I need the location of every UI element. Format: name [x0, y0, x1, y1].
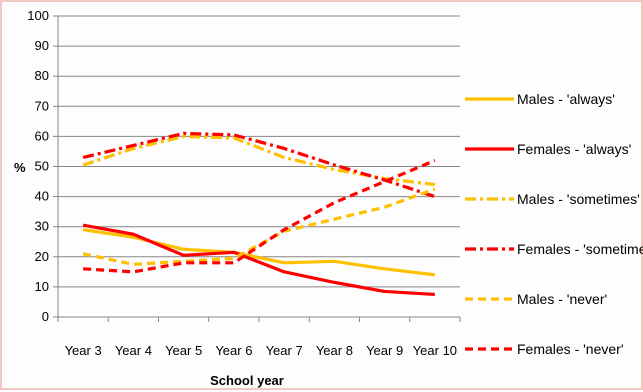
legend: Males - 'always' Females - 'always' Males …	[465, 91, 643, 357]
series-line-3	[82, 131, 436, 199]
series-line-1	[82, 223, 435, 297]
series-line-5	[83, 159, 436, 274]
y-tick-label: 90	[35, 38, 49, 53]
x-tick-label: Year 5	[165, 343, 202, 358]
y-tick-labels: 0 10 20 30 40 50 60 70 80 90 100	[27, 8, 49, 324]
series-lines	[82, 131, 436, 297]
x-tick-label: Year 9	[366, 343, 403, 358]
legend-label-1: Females - 'always'	[517, 141, 631, 157]
y-axis-label: %	[14, 160, 26, 175]
x-tick-labels: Year 3 Year 4 Year 5 Year 6 Year 7 Year 8 Year…	[65, 343, 457, 358]
x-tick-label: Year 4	[115, 343, 152, 358]
legend-label-5: Females - 'never'	[517, 341, 624, 357]
y-tick-label: 60	[35, 128, 49, 143]
y-tick-label: 40	[35, 189, 49, 204]
y-tick-label: 10	[35, 279, 49, 294]
y-tick-label: 30	[35, 219, 49, 234]
x-tick-label: Year 3	[65, 343, 102, 358]
legend-label-3: Females - 'sometimes'	[517, 241, 643, 257]
x-axis-label: School year	[210, 373, 284, 388]
legend-label-0: Males - 'always'	[517, 91, 615, 107]
legend-label-2: Males - 'sometimes'	[517, 191, 640, 207]
x-tick-label: Year 7	[266, 343, 303, 358]
y-tick-label: 0	[42, 309, 49, 324]
y-tick-label: 50	[35, 159, 49, 174]
legend-label-4: Males - 'never'	[517, 291, 607, 307]
x-tick-label: Year 8	[316, 343, 353, 358]
y-tick-label: 70	[35, 98, 49, 113]
axes	[53, 15, 461, 322]
x-tick-label: Year 6	[215, 343, 252, 358]
y-tick-label: 80	[35, 68, 49, 83]
y-tick-label: 20	[35, 249, 49, 264]
x-tick-label: Year 10	[413, 343, 457, 358]
series-line-4	[82, 187, 436, 266]
gridlines	[58, 15, 460, 288]
y-tick-label: 100	[27, 8, 49, 23]
